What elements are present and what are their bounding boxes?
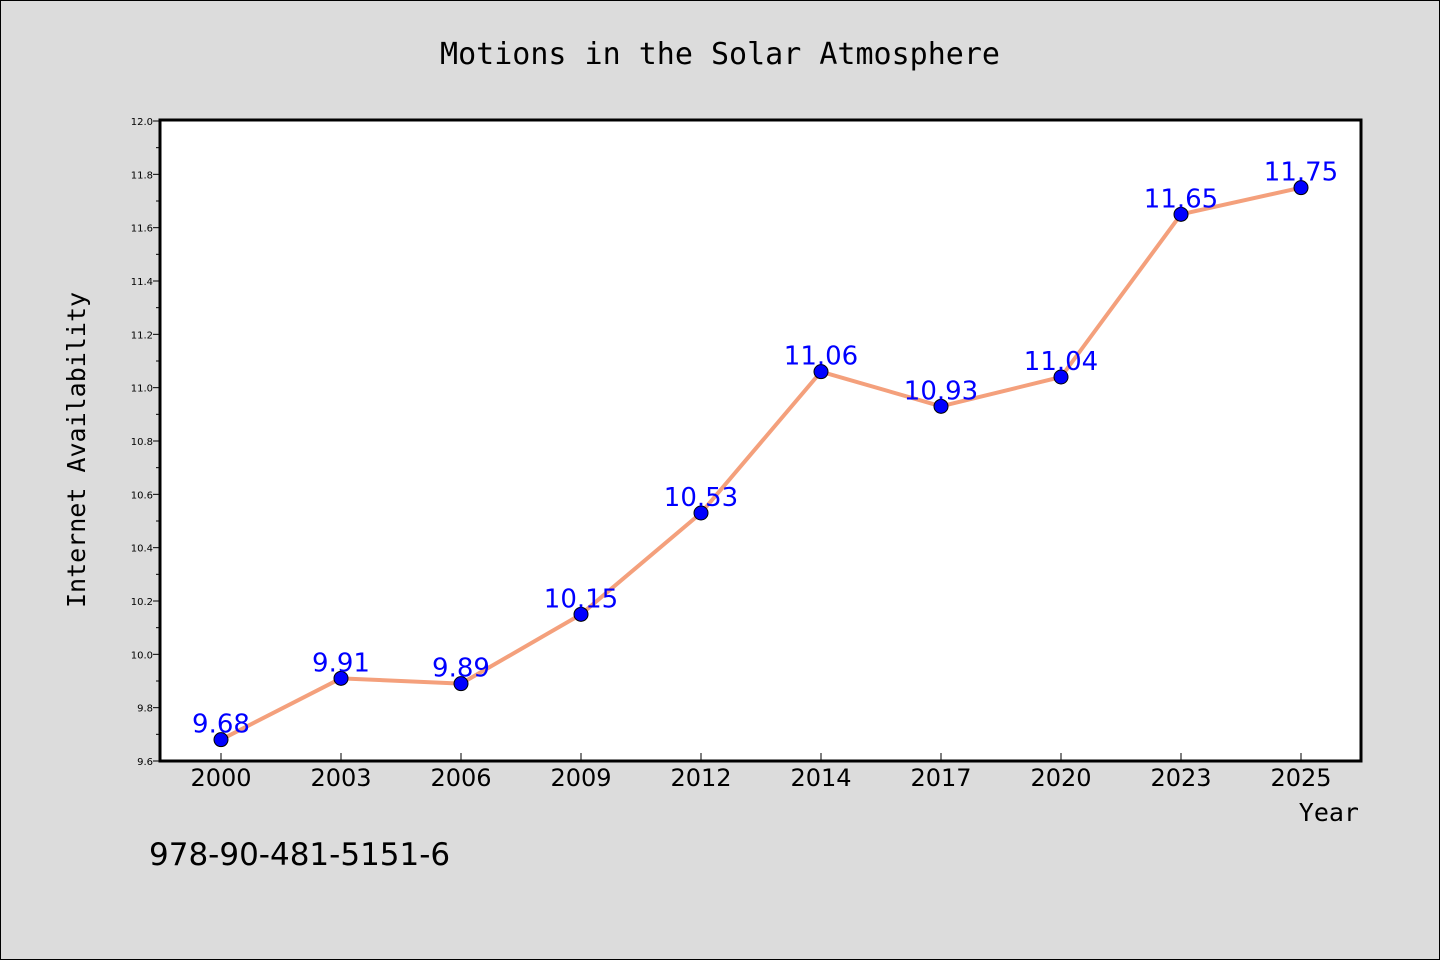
chart-title: Motions in the Solar Atmosphere xyxy=(440,37,1000,72)
data-point xyxy=(333,670,349,686)
y-tick-label: 12.0 xyxy=(131,117,153,128)
isbn-text: 978-90-481-5151-6 xyxy=(149,837,450,873)
x-tick-label: 2023 xyxy=(1150,764,1211,792)
y-tick-label: 10.4 xyxy=(131,544,153,555)
x-tick-label: 2000 xyxy=(190,764,251,792)
y-axis: 9.6 9.8 10.0 10.2 10.4 10.6 10.8 11.0 11.2 11.4 11… xyxy=(131,117,161,768)
series-line xyxy=(219,185,1303,742)
x-tick-label: 2012 xyxy=(670,764,731,792)
data-label: 10.15 xyxy=(544,584,618,614)
x-axis-label: Year xyxy=(1299,798,1359,827)
y-tick-label: 10.8 xyxy=(131,437,153,448)
x-tick-label: 2020 xyxy=(1030,764,1091,792)
data-point xyxy=(813,364,829,380)
x-tick-label: 2003 xyxy=(310,764,371,792)
data-label: 10.93 xyxy=(904,376,978,406)
data-point xyxy=(1293,180,1309,196)
y-tick-label: 11.2 xyxy=(131,330,153,341)
data-label: 9.68 xyxy=(192,710,250,740)
data-label-layer: 9.68 9.91 9.89 10.15 10.53 11.06 10.93 11.04 11.… xyxy=(192,158,1338,740)
y-tick-label: 10.2 xyxy=(131,597,153,608)
data-point xyxy=(933,398,949,414)
y-tick-label: 9.8 xyxy=(137,704,153,715)
y-tick-label: 11.4 xyxy=(131,277,153,288)
data-point xyxy=(213,732,229,748)
data-label: 11.06 xyxy=(784,342,858,372)
data-label: 11.75 xyxy=(1264,158,1338,188)
y-tick-label: 9.6 xyxy=(137,757,153,768)
data-point xyxy=(1173,206,1189,222)
y-tick-label: 10.0 xyxy=(131,650,153,661)
data-point xyxy=(453,676,469,692)
x-tick-label: 2017 xyxy=(910,764,971,792)
data-point xyxy=(573,606,589,622)
data-label: 11.04 xyxy=(1024,347,1098,377)
y-tick-label: 11.0 xyxy=(131,384,153,395)
data-label: 11.65 xyxy=(1144,184,1218,214)
data-label: 10.53 xyxy=(664,483,738,513)
series-layer xyxy=(213,180,1309,748)
x-tick-label: 2014 xyxy=(790,764,851,792)
y-tick-label: 11.6 xyxy=(131,224,153,235)
x-axis: 2000 2003 2006 2009 2012 2014 2017 2020 2023 2025 xyxy=(190,753,1332,792)
y-tick-label: 10.6 xyxy=(131,490,153,501)
data-point xyxy=(693,505,709,521)
data-point xyxy=(1053,369,1069,385)
x-tick-label: 2025 xyxy=(1270,764,1331,792)
y-tick-label: 11.8 xyxy=(131,170,153,181)
y-axis-label: Internet Availability xyxy=(62,292,91,608)
x-tick-label: 2006 xyxy=(430,764,491,792)
data-label: 9.89 xyxy=(432,654,490,684)
x-tick-label: 2009 xyxy=(550,764,611,792)
data-label: 9.91 xyxy=(312,648,370,678)
